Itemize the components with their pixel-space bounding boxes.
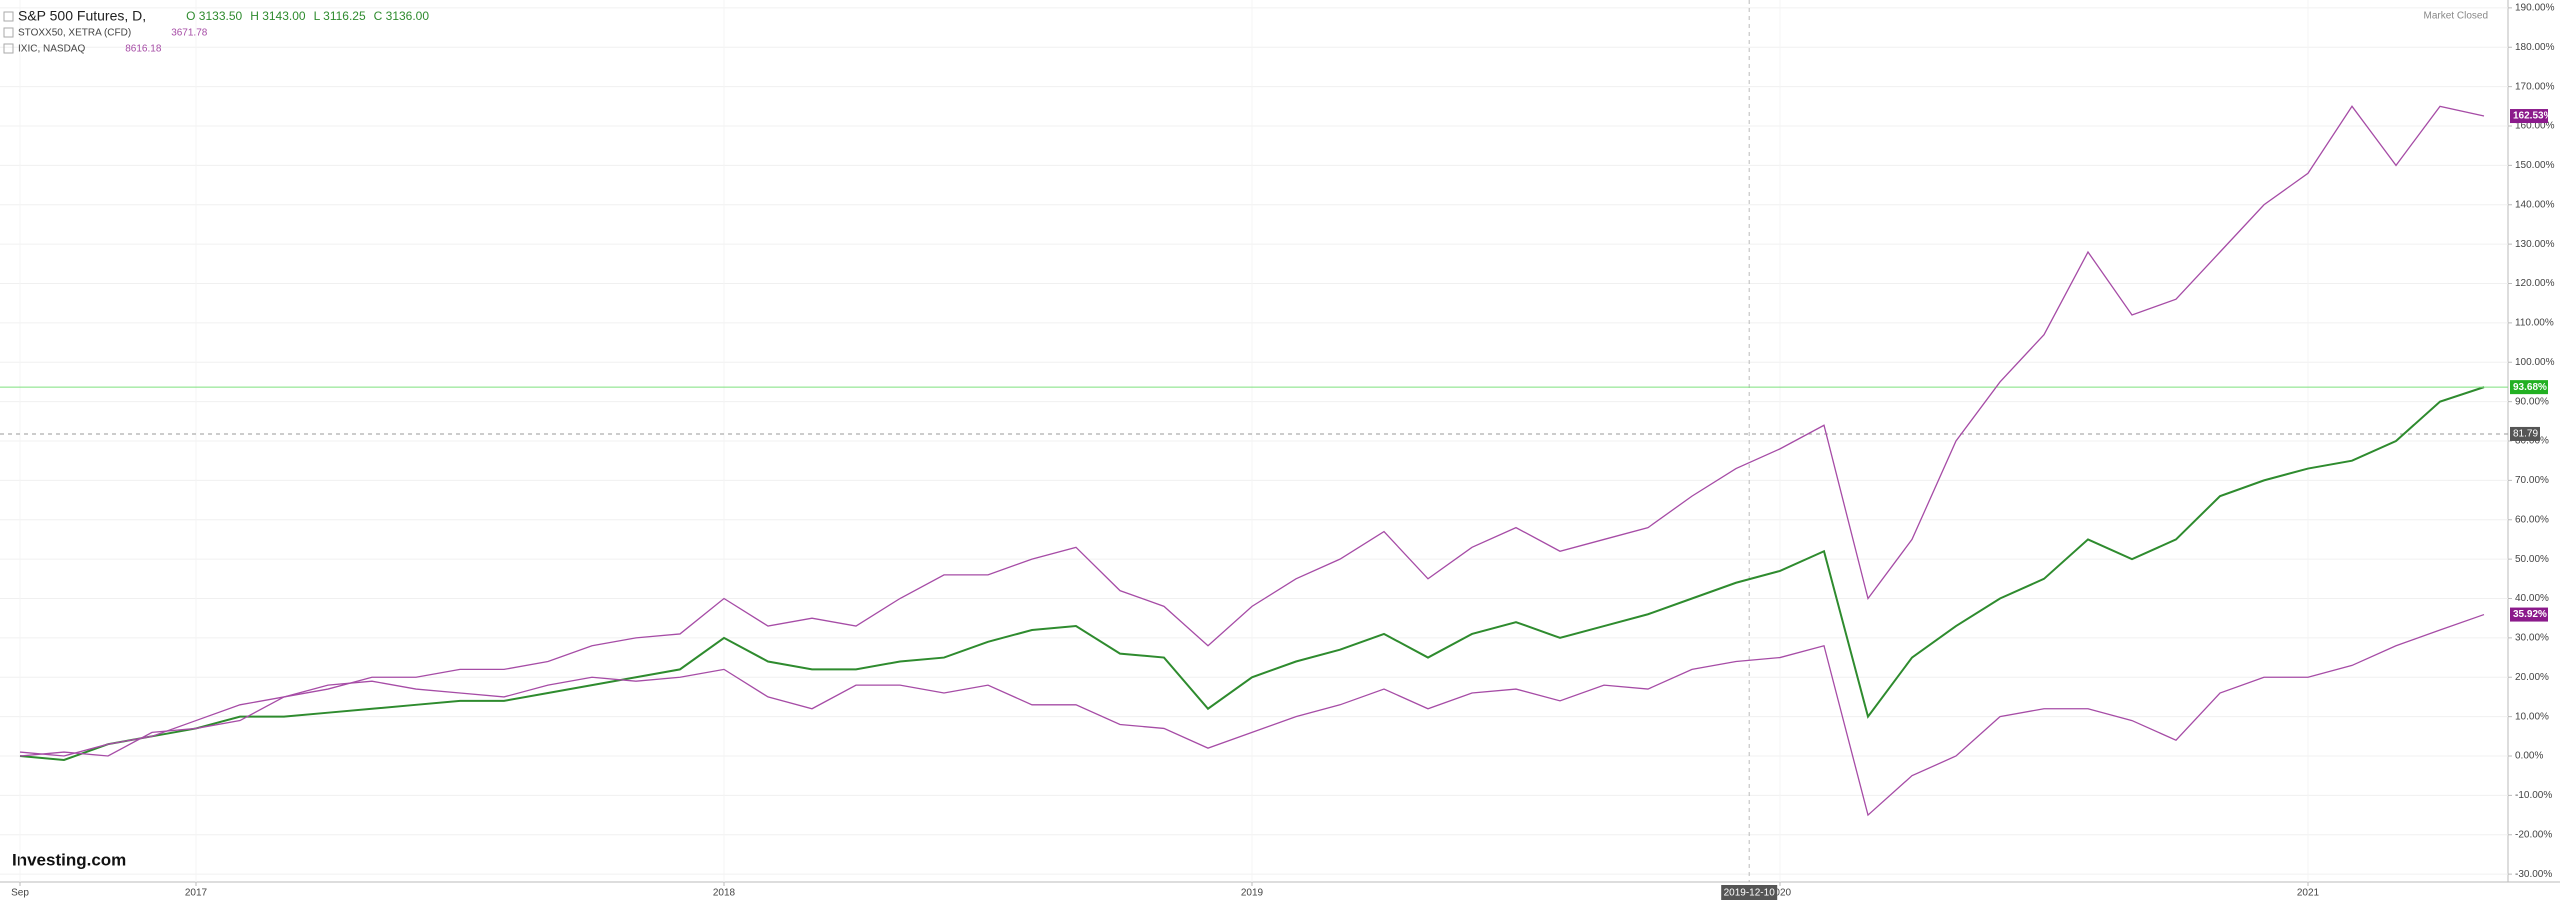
- y-tick-label: 120.00%: [2515, 278, 2555, 289]
- legend-name: STOXX50, XETRA (CFD): [18, 28, 131, 39]
- y-tick-label: -30.00%: [2515, 869, 2552, 880]
- crosshair-x-box: [1721, 885, 1778, 900]
- y-tick-label: 70.00%: [2515, 475, 2549, 486]
- legend-info: L 3116.25: [314, 9, 366, 23]
- legend-name: S&P 500 Futures, D,: [18, 8, 146, 24]
- legend-info: 3671.78: [171, 28, 208, 39]
- y-tick-label: 170.00%: [2515, 81, 2555, 92]
- crosshair-x-label: 2019-12-10: [1724, 888, 1776, 899]
- x-tick-label: 2021: [2297, 888, 2320, 899]
- series-line: [19, 613, 2485, 817]
- last-value-label: 35.92%: [2513, 609, 2547, 620]
- y-tick-label: 140.00%: [2515, 199, 2555, 210]
- brand-logo: Investing.com: [12, 850, 126, 869]
- y-tick-label: 0.00%: [2515, 751, 2543, 762]
- y-tick-label: -20.00%: [2515, 829, 2552, 840]
- y-tick-label: 110.00%: [2515, 318, 2554, 329]
- y-tick-label: 190.00%: [2515, 3, 2555, 14]
- market-status: Market Closed: [2424, 11, 2488, 22]
- y-tick-label: 150.00%: [2515, 160, 2555, 171]
- y-tick-label: 160.00%: [2515, 121, 2555, 132]
- legend-toggle: [3, 11, 14, 22]
- y-tick-label: 10.00%: [2515, 711, 2549, 722]
- legend-info: 8616.18: [125, 44, 162, 55]
- y-tick-label: 60.00%: [2515, 514, 2549, 525]
- crosshair-y-label: 81.79: [2513, 429, 2538, 440]
- last-value-label: 162.53%: [2513, 111, 2553, 122]
- last-value-box: [2510, 607, 2548, 622]
- y-tick-label: 90.00%: [2515, 396, 2549, 407]
- series-line: [19, 386, 2485, 761]
- legend-info: H 3143.00: [250, 9, 306, 23]
- y-tick-label: 40.00%: [2515, 593, 2549, 604]
- y-tick-label: 100.00%: [2515, 357, 2555, 368]
- x-tick-label: 2017: [185, 888, 208, 899]
- x-tick-label: Sep: [11, 888, 29, 899]
- y-tick-label: 30.00%: [2515, 633, 2549, 644]
- legend-name: IXIC, NASDAQ: [18, 44, 85, 55]
- y-tick-label: 50.00%: [2515, 554, 2549, 565]
- legend-info: O 3133.50: [186, 9, 242, 23]
- legend-info: C 3136.00: [374, 9, 430, 23]
- last-value-box: [2510, 380, 2548, 395]
- y-tick-label: -10.00%: [2515, 790, 2552, 801]
- legend-toggle: [3, 43, 14, 54]
- legend-toggle: [3, 27, 14, 38]
- x-tick-label: 2019: [1241, 888, 1264, 899]
- series-line: [19, 105, 2485, 757]
- y-tick-label: 20.00%: [2515, 672, 2549, 683]
- crosshair-y-box: [2510, 426, 2540, 441]
- y-tick-label: 80.00%: [2515, 436, 2549, 447]
- y-tick-label: 180.00%: [2515, 42, 2555, 53]
- last-value-label: 93.68%: [2513, 382, 2547, 393]
- y-tick-label: 130.00%: [2515, 239, 2555, 250]
- x-tick-label: 2018: [713, 888, 736, 899]
- last-value-box: [2510, 109, 2548, 124]
- x-tick-label: 2020: [1769, 888, 1792, 899]
